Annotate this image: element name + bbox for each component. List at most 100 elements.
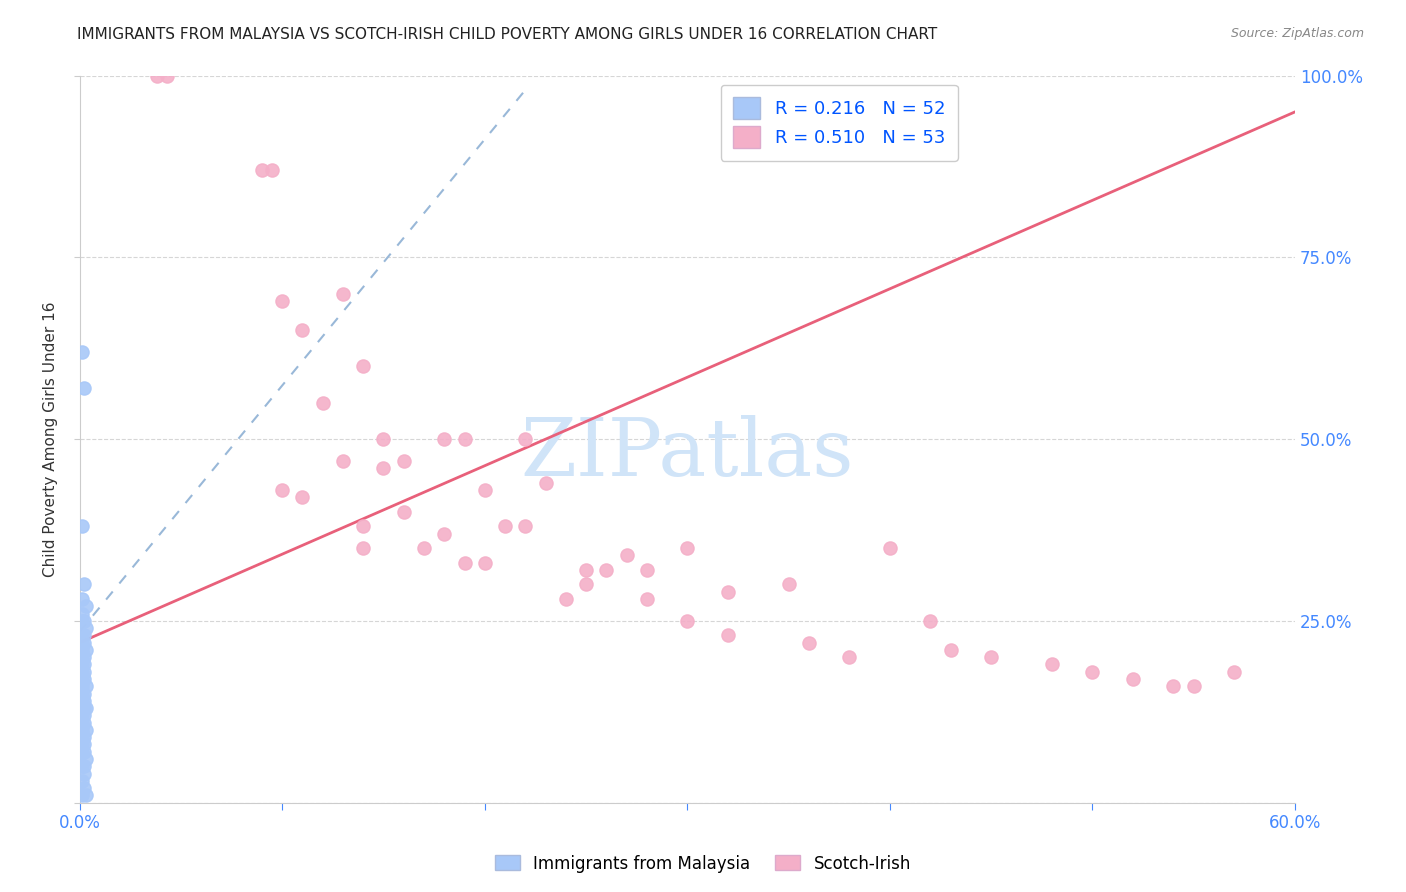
Point bbox=[595, 563, 617, 577]
Point bbox=[717, 628, 740, 642]
Point bbox=[271, 293, 294, 308]
Point bbox=[1081, 665, 1104, 679]
Point bbox=[352, 359, 374, 374]
Point bbox=[156, 69, 179, 83]
Point bbox=[838, 650, 860, 665]
Text: Source: ZipAtlas.com: Source: ZipAtlas.com bbox=[1230, 27, 1364, 40]
Point bbox=[75, 789, 97, 803]
Point bbox=[250, 163, 273, 178]
Point bbox=[75, 752, 97, 766]
Text: ZIPatlas: ZIPatlas bbox=[520, 415, 853, 492]
Point bbox=[433, 526, 456, 541]
Point bbox=[474, 483, 496, 497]
Point bbox=[70, 745, 93, 759]
Point bbox=[291, 323, 314, 337]
Point bbox=[474, 556, 496, 570]
Point bbox=[75, 701, 97, 715]
Point bbox=[616, 549, 638, 563]
Point bbox=[70, 738, 93, 752]
Point bbox=[797, 635, 820, 649]
Point bbox=[145, 69, 167, 83]
Point bbox=[73, 759, 96, 773]
Point bbox=[73, 730, 96, 744]
Legend: R = 0.216   N = 52, R = 0.510   N = 53: R = 0.216 N = 52, R = 0.510 N = 53 bbox=[720, 85, 957, 161]
Point bbox=[980, 650, 1002, 665]
Point bbox=[879, 541, 901, 555]
Point bbox=[75, 621, 97, 635]
Point bbox=[73, 701, 96, 715]
Point bbox=[75, 679, 97, 693]
Point bbox=[515, 432, 537, 446]
Text: IMMIGRANTS FROM MALAYSIA VS SCOTCH-IRISH CHILD POVERTY AMONG GIRLS UNDER 16 CORR: IMMIGRANTS FROM MALAYSIA VS SCOTCH-IRISH… bbox=[77, 27, 938, 42]
Point bbox=[73, 650, 96, 665]
Point bbox=[73, 694, 96, 708]
Point bbox=[70, 592, 93, 607]
Point bbox=[262, 163, 284, 178]
Point bbox=[73, 635, 96, 649]
Point bbox=[332, 454, 354, 468]
Point bbox=[73, 657, 96, 672]
Point bbox=[73, 738, 96, 752]
Point bbox=[73, 715, 96, 730]
Point bbox=[1223, 665, 1246, 679]
Point bbox=[271, 483, 294, 497]
Point bbox=[676, 541, 699, 555]
Point bbox=[73, 708, 96, 723]
Point bbox=[373, 461, 395, 475]
Point bbox=[70, 715, 93, 730]
Point bbox=[70, 650, 93, 665]
Point bbox=[392, 505, 415, 519]
Point bbox=[636, 592, 658, 607]
Point bbox=[70, 628, 93, 642]
Point bbox=[373, 432, 395, 446]
Point bbox=[75, 599, 97, 614]
Point bbox=[70, 708, 93, 723]
Point bbox=[73, 665, 96, 679]
Point bbox=[73, 672, 96, 686]
Point bbox=[717, 584, 740, 599]
Point bbox=[1040, 657, 1063, 672]
Point bbox=[778, 577, 800, 591]
Point bbox=[515, 519, 537, 533]
Point bbox=[73, 614, 96, 628]
Point bbox=[291, 490, 314, 504]
Point bbox=[312, 395, 335, 409]
Point bbox=[73, 628, 96, 642]
Point bbox=[1163, 679, 1185, 693]
Point bbox=[554, 592, 576, 607]
Point bbox=[70, 759, 93, 773]
Point bbox=[73, 745, 96, 759]
Point bbox=[575, 563, 598, 577]
Point bbox=[676, 614, 699, 628]
Point bbox=[73, 780, 96, 795]
Point bbox=[70, 665, 93, 679]
Point bbox=[70, 519, 93, 533]
Point bbox=[70, 344, 93, 359]
Point bbox=[70, 607, 93, 621]
Point bbox=[453, 432, 475, 446]
Point bbox=[70, 773, 93, 788]
Point bbox=[70, 657, 93, 672]
Legend: Immigrants from Malaysia, Scotch-Irish: Immigrants from Malaysia, Scotch-Irish bbox=[488, 848, 918, 880]
Point bbox=[70, 643, 93, 657]
Point bbox=[70, 672, 93, 686]
Point bbox=[73, 687, 96, 701]
Point bbox=[75, 643, 97, 657]
Point bbox=[534, 475, 557, 490]
Point bbox=[73, 577, 96, 591]
Point bbox=[75, 723, 97, 737]
Point bbox=[392, 454, 415, 468]
Y-axis label: Child Poverty Among Girls Under 16: Child Poverty Among Girls Under 16 bbox=[44, 301, 58, 577]
Point bbox=[413, 541, 436, 555]
Point bbox=[70, 723, 93, 737]
Point bbox=[332, 286, 354, 301]
Point bbox=[70, 789, 93, 803]
Point bbox=[939, 643, 962, 657]
Point bbox=[70, 694, 93, 708]
Point bbox=[70, 679, 93, 693]
Point bbox=[70, 730, 93, 744]
Point bbox=[453, 556, 475, 570]
Point bbox=[70, 614, 93, 628]
Point bbox=[920, 614, 942, 628]
Point bbox=[352, 519, 374, 533]
